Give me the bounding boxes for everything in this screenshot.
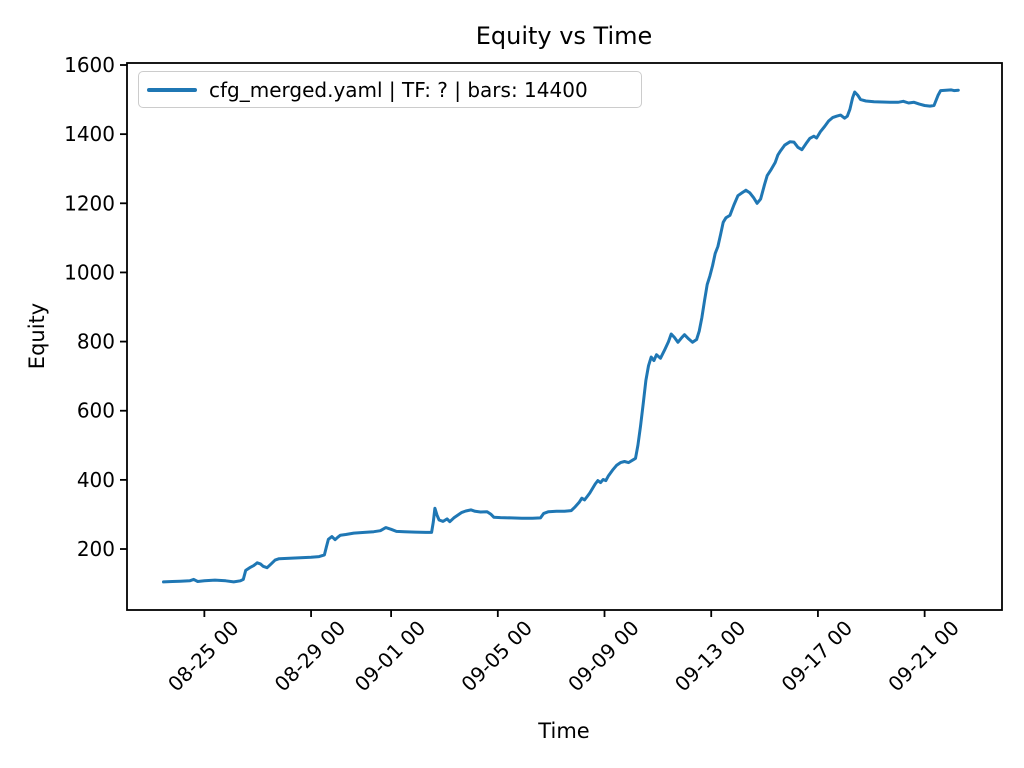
y-tick-label: 1400 <box>64 122 115 146</box>
y-tick-label: 800 <box>77 330 115 354</box>
y-axis-label: Equity <box>25 302 49 370</box>
x-tick-label: 09-17 00 <box>777 616 858 697</box>
x-tick-label: 09-09 00 <box>563 616 644 697</box>
legend-box: cfg_merged.yaml | TF: ? | bars: 14400 <box>138 71 642 108</box>
x-axis-label: Time <box>538 719 590 743</box>
y-tick-label: 1000 <box>64 260 115 284</box>
y-tick-label: 400 <box>77 468 115 492</box>
y-tick-label: 200 <box>77 537 115 561</box>
x-tick-label: 08-29 00 <box>270 616 351 697</box>
axes-frame <box>126 62 1003 611</box>
chart-title: Equity vs Time <box>475 22 653 50</box>
legend-label: cfg_merged.yaml | TF: ? | bars: 14400 <box>209 77 588 102</box>
x-tick-label: 09-13 00 <box>670 616 751 697</box>
equity-line <box>162 88 960 584</box>
x-tick-label: 09-21 00 <box>883 616 964 697</box>
x-tick-label: 08-25 00 <box>163 616 244 697</box>
y-tick-label: 1200 <box>64 191 115 215</box>
x-tick-label: 09-05 00 <box>456 616 537 697</box>
y-tick-label: 600 <box>77 399 115 423</box>
x-tick-label: 09-01 00 <box>350 616 431 697</box>
legend-line-swatch <box>147 87 197 92</box>
y-tick-label: 1600 <box>64 53 115 77</box>
